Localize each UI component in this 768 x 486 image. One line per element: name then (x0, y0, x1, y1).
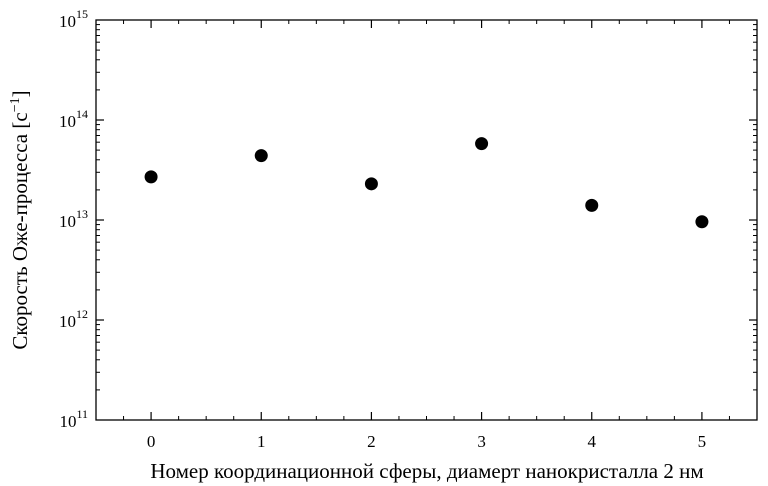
x-tick-label: 4 (588, 432, 597, 451)
y-tick-label-base: 10 (59, 212, 76, 231)
y-tick-label: 1014 (59, 107, 88, 131)
data-point (145, 170, 158, 183)
data-points (145, 137, 709, 228)
y-tick-label-base: 10 (59, 12, 76, 31)
y-axis-label-text: Скорость Оже-процесса [с (8, 112, 32, 349)
y-tick-label: 1015 (59, 7, 88, 31)
data-point (585, 199, 598, 212)
y-tick-label-base: 10 (59, 112, 76, 131)
y-tick-label-base: 10 (59, 412, 76, 431)
y-tick-label: 1013 (59, 207, 88, 231)
y-tick-label-exponent: 12 (76, 307, 88, 321)
data-point (475, 137, 488, 150)
x-tick-label: 5 (698, 432, 707, 451)
y-tick-label: 1011 (59, 407, 88, 431)
x-tick-label: 0 (147, 432, 156, 451)
y-tick-label-exponent: 11 (76, 407, 88, 421)
data-point (255, 149, 268, 162)
data-point (365, 177, 378, 190)
x-tick-label: 2 (367, 432, 376, 451)
x-tick-label: 3 (477, 432, 486, 451)
data-point (695, 215, 708, 228)
y-axis-label-exponent: −1 (8, 97, 23, 112)
x-axis-ticks: 0 1 2 3 4 5 (124, 20, 730, 451)
y-tick-label-exponent: 14 (76, 107, 88, 121)
y-tick-label-base: 10 (59, 312, 76, 331)
x-tick-label: 1 (257, 432, 266, 451)
y-tick-label-exponent: 15 (76, 7, 88, 21)
x-axis-label: Номер координационной сферы, диамерт нан… (150, 459, 703, 483)
y-tick-label-exponent: 13 (76, 207, 88, 221)
y-tick-label: 1012 (59, 307, 88, 331)
y-axis-label-close: ] (8, 90, 32, 97)
plot-frame (96, 20, 757, 420)
y-axis-label: Скорость Оже-процесса [с−1] (8, 90, 32, 349)
